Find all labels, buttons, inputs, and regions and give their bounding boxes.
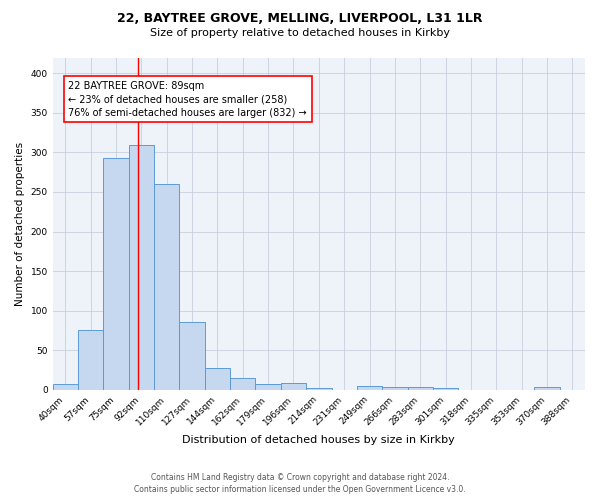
Bar: [103, 158, 129, 390]
Bar: [53, 384, 78, 390]
Text: 22, BAYTREE GROVE, MELLING, LIVERPOOL, L31 1LR: 22, BAYTREE GROVE, MELLING, LIVERPOOL, L…: [117, 12, 483, 26]
Bar: [535, 388, 560, 390]
Bar: [154, 184, 179, 390]
X-axis label: Distribution of detached houses by size in Kirkby: Distribution of detached houses by size …: [182, 435, 455, 445]
Text: 22 BAYTREE GROVE: 89sqm
← 23% of detached houses are smaller (258)
76% of semi-d: 22 BAYTREE GROVE: 89sqm ← 23% of detache…: [68, 81, 307, 118]
Bar: [407, 388, 433, 390]
Text: Size of property relative to detached houses in Kirkby: Size of property relative to detached ho…: [150, 28, 450, 38]
Bar: [230, 378, 256, 390]
Text: Contains HM Land Registry data © Crown copyright and database right 2024.
Contai: Contains HM Land Registry data © Crown c…: [134, 472, 466, 494]
Bar: [382, 386, 407, 390]
Bar: [179, 322, 205, 390]
Bar: [306, 388, 332, 390]
Bar: [281, 384, 306, 390]
Bar: [256, 384, 281, 390]
Bar: [78, 330, 103, 390]
Bar: [433, 388, 458, 390]
Y-axis label: Number of detached properties: Number of detached properties: [15, 142, 25, 306]
Bar: [129, 144, 154, 390]
Bar: [357, 386, 382, 390]
Bar: [205, 368, 230, 390]
